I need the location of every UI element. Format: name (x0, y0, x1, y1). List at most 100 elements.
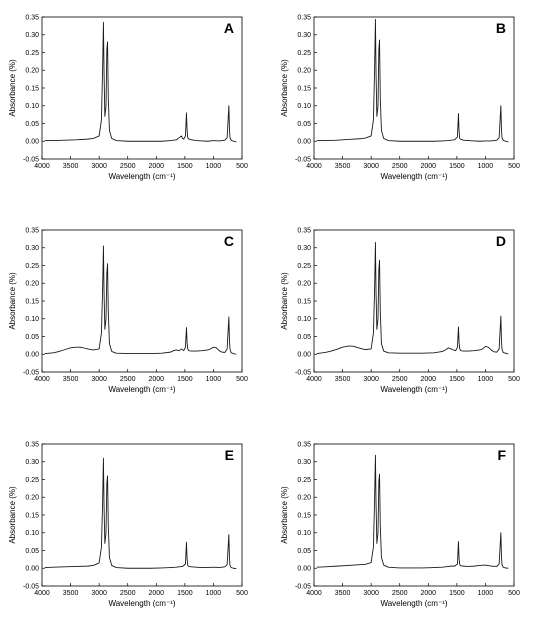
y-tick-label: 0.25 (25, 50, 39, 57)
x-tick-label: 1500 (177, 590, 193, 597)
x-axis-label: Wavelength (cm⁻¹) (108, 599, 175, 608)
y-tick-label: -0.05 (23, 156, 39, 163)
x-tick-label: 2500 (120, 163, 136, 170)
x-tick-label: 3500 (335, 590, 351, 597)
spectrum-panel-e: -0.05 0.00 0.05 0.10 0.15 0.20 0.25 0.30 0.35 400… (8, 441, 248, 608)
plot-frame (41, 16, 243, 160)
y-axis-label: Absorbance (%) (280, 272, 289, 330)
spectrum-panel-c: -0.05 0.00 0.05 0.10 0.15 0.20 0.25 0.30 0.35 400… (8, 227, 248, 394)
y-axis-label: Absorbance (%) (8, 59, 17, 117)
y-tick-label: 0.35 (297, 441, 311, 448)
y-tick-label: 0.20 (25, 68, 39, 75)
x-tick-label: 1500 (449, 163, 465, 170)
x-tick-label: 3000 (91, 590, 107, 597)
x-tick-label: 1000 (206, 376, 222, 383)
y-tick-label: 0.25 (25, 477, 39, 484)
plot-frame (41, 443, 243, 587)
plot-frame (313, 229, 515, 373)
x-tick-label: 4000 (34, 376, 50, 383)
y-axis-label: Absorbance (%) (8, 486, 17, 544)
x-tick-label: 3500 (335, 163, 351, 170)
x-tick-label: 2000 (148, 590, 164, 597)
spectrum-line (44, 457, 237, 570)
x-tick-label: 3000 (91, 163, 107, 170)
y-tick-label: 0.35 (297, 227, 311, 234)
y-tick-label: 0.35 (25, 14, 39, 21)
y-tick-label: 0.25 (297, 263, 311, 270)
y-axis-label: Absorbance (%) (280, 486, 289, 544)
x-tick-label: 1000 (478, 590, 494, 597)
x-tick-label: 1500 (177, 376, 193, 383)
y-tick-label: 0.30 (297, 459, 311, 466)
panel-label: E (225, 447, 234, 463)
plot-frame (41, 229, 243, 373)
y-tick-label: 0.25 (25, 263, 39, 270)
y-tick-label: -0.05 (23, 369, 39, 376)
y-tick-label: 0.20 (297, 495, 311, 502)
x-tick-label: 500 (236, 163, 248, 170)
x-tick-label: 3000 (363, 376, 379, 383)
panel-label: B (496, 20, 506, 36)
y-tick-label: 0.00 (25, 139, 39, 146)
x-tick-label: 500 (508, 590, 520, 597)
y-tick-label: 0.00 (25, 352, 39, 359)
plot-frame (313, 16, 515, 160)
x-tick-label: 3000 (363, 163, 379, 170)
y-tick-label: 0.15 (297, 298, 311, 305)
y-tick-label: 0.30 (297, 245, 311, 252)
spectrum-line (316, 454, 509, 569)
x-tick-label: 2500 (120, 376, 136, 383)
panel-label: C (224, 233, 234, 249)
x-tick-label: 3000 (91, 376, 107, 383)
x-tick-label: 2500 (392, 590, 408, 597)
x-axis-label: Wavelength (cm⁻¹) (380, 172, 447, 181)
y-tick-label: 0.00 (297, 566, 311, 573)
x-tick-label: 500 (508, 163, 520, 170)
y-tick-label: 0.15 (297, 512, 311, 519)
spectrum-line (44, 245, 237, 355)
y-tick-label: 0.20 (297, 281, 311, 288)
x-tick-label: 2000 (420, 376, 436, 383)
spectrum-panel-b: -0.05 0.00 0.05 0.10 0.15 0.20 0.25 0.30 0.35 400… (280, 14, 520, 181)
x-tick-label: 1000 (478, 163, 494, 170)
y-tick-label: 0.05 (297, 548, 311, 555)
y-tick-label: 0.20 (25, 281, 39, 288)
panel-label: F (497, 447, 506, 463)
x-tick-label: 2000 (420, 590, 436, 597)
x-tick-label: 2000 (148, 163, 164, 170)
spectrum-panel-a: -0.05 0.00 0.05 0.10 0.15 0.20 0.25 0.30 0.35 400… (8, 14, 248, 181)
y-tick-label: 0.20 (297, 68, 311, 75)
panel-label: A (224, 20, 234, 36)
y-tick-label: 0.35 (297, 14, 311, 21)
y-axis-label: Absorbance (%) (280, 59, 289, 117)
x-tick-label: 1500 (177, 163, 193, 170)
x-tick-label: 4000 (34, 590, 50, 597)
y-tick-label: 0.10 (297, 103, 311, 110)
x-tick-label: 2000 (420, 163, 436, 170)
x-tick-label: 1500 (449, 590, 465, 597)
x-tick-label: 3500 (63, 590, 79, 597)
x-tick-label: 4000 (306, 590, 322, 597)
spectrum-panel-f: -0.05 0.00 0.05 0.10 0.15 0.20 0.25 0.30 0.35 400… (280, 441, 520, 608)
y-tick-label: 0.00 (297, 139, 311, 146)
y-tick-label: 0.15 (25, 85, 39, 92)
x-tick-label: 1000 (478, 376, 494, 383)
y-tick-label: 0.35 (25, 441, 39, 448)
y-tick-label: 0.05 (297, 334, 311, 341)
y-tick-label: 0.20 (25, 495, 39, 502)
y-tick-label: 0.05 (25, 334, 39, 341)
x-tick-label: 500 (508, 376, 520, 383)
spectrum-line (44, 21, 237, 143)
y-tick-label: 0.00 (25, 566, 39, 573)
y-tick-label: 0.25 (297, 50, 311, 57)
x-axis-label: Wavelength (cm⁻¹) (380, 385, 447, 394)
x-axis-label: Wavelength (cm⁻¹) (380, 599, 447, 608)
x-axis-label: Wavelength (cm⁻¹) (108, 385, 175, 394)
x-tick-label: 2000 (148, 376, 164, 383)
y-tick-label: 0.10 (25, 103, 39, 110)
x-tick-label: 3500 (335, 376, 351, 383)
spectrum-line (316, 19, 509, 143)
y-axis-label: Absorbance (%) (8, 272, 17, 330)
x-tick-label: 1500 (449, 376, 465, 383)
